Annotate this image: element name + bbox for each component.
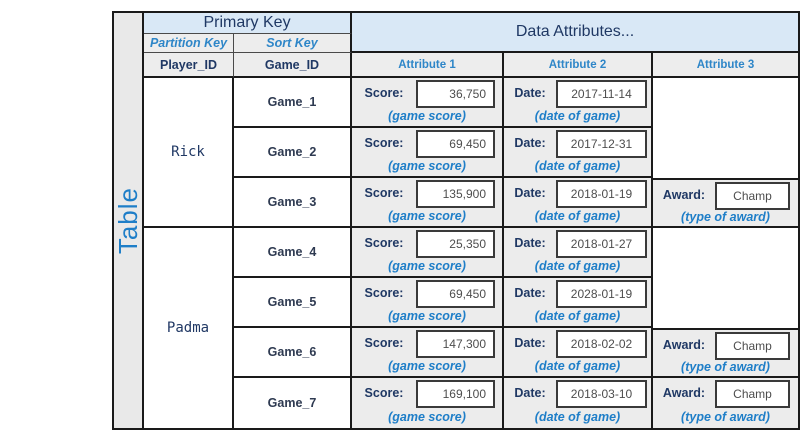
- date-label: Date:: [514, 285, 546, 300]
- date-value-box: 2018-03-10: [556, 380, 647, 408]
- date-value-box: 2028-01-19: [556, 280, 647, 308]
- date-label: Date:: [514, 335, 546, 350]
- attribute-block: Score: 69,450 (game score): [352, 128, 504, 178]
- score-label: Score:: [364, 285, 404, 300]
- award-label: Award:: [662, 187, 706, 202]
- attribute-block: Award: Champ (type of award): [653, 328, 798, 378]
- attribute-block: Score: 169,100 (game score): [352, 378, 504, 428]
- sort-key-label: Sort Key: [234, 34, 352, 53]
- primary-key-header: Primary Key: [144, 13, 352, 34]
- score-value-box: 169,100: [416, 380, 495, 408]
- score-value-box: 69,450: [416, 130, 495, 158]
- attribute-block: Score: 69,450 (game score): [352, 278, 504, 328]
- annotation: (date of game): [534, 108, 621, 123]
- annotation: (game score): [388, 158, 466, 173]
- game-cell: Game_3: [234, 178, 352, 228]
- data-attributes-header: Data Attributes...: [352, 13, 798, 53]
- score-label: Score:: [364, 235, 404, 250]
- attribute-block: Score: 147,300 (game score): [352, 328, 504, 378]
- date-value-box: 2017-11-14: [556, 80, 647, 108]
- attribute-2-header: Attribute 2: [504, 53, 653, 78]
- award-label: Award:: [662, 337, 706, 352]
- table-side-label: Table: [112, 13, 144, 428]
- award-value-box: Champ: [715, 182, 790, 210]
- empty-attribute-cell: [653, 78, 798, 128]
- attribute-block: Score: 25,350 (game score): [352, 228, 504, 278]
- table-side-label-text: Table: [112, 186, 143, 255]
- date-label: Date:: [514, 185, 546, 200]
- attribute-block: Date: 2017-11-14 (date of game): [504, 78, 653, 128]
- score-label: Score:: [364, 135, 404, 150]
- score-value-box: 25,350: [416, 230, 495, 258]
- empty-attribute-cell: [653, 128, 798, 178]
- score-label: Score:: [364, 185, 404, 200]
- attribute-block: Date: 2018-01-19 (date of game): [504, 178, 653, 228]
- annotation: (type of award): [681, 359, 770, 374]
- game-cell: Game_5: [234, 278, 352, 328]
- attribute-block: Award: Champ (type of award): [653, 178, 798, 228]
- game-cell: Game_4: [234, 228, 352, 278]
- partition-key-label: Partition Key: [144, 34, 234, 53]
- award-value-box: Champ: [715, 332, 790, 360]
- game-cell: Game_1: [234, 78, 352, 128]
- annotation: (game score): [388, 258, 466, 273]
- date-label: Date:: [514, 85, 546, 100]
- attribute-block: Date: 2017-12-31 (date of game): [504, 128, 653, 178]
- empty-attribute-cell: [653, 278, 798, 328]
- date-label: Date:: [514, 135, 546, 150]
- award-value-box: Champ: [715, 380, 790, 408]
- attribute-3-header: Attribute 3: [653, 53, 798, 78]
- annotation: (date of game): [534, 308, 621, 323]
- attribute-block: Date: 2018-01-27 (date of game): [504, 228, 653, 278]
- annotation: (game score): [388, 108, 466, 123]
- annotation: (game score): [388, 358, 466, 373]
- date-label: Date:: [514, 235, 546, 250]
- date-value-box: 2018-02-02: [556, 330, 647, 358]
- game-id-header: Game_ID: [234, 53, 352, 78]
- attribute-block: Date: 2018-02-02 (date of game): [504, 328, 653, 378]
- date-value-box: 2017-12-31: [556, 130, 647, 158]
- score-label: Score:: [364, 385, 404, 400]
- score-value-box: 147,300: [416, 330, 495, 358]
- annotation: (type of award): [681, 409, 770, 424]
- annotation: (game score): [388, 409, 466, 424]
- annotation: (date of game): [534, 358, 621, 373]
- date-value-box: 2018-01-19: [556, 180, 647, 208]
- date-value-box: 2018-01-27: [556, 230, 647, 258]
- game-cell: Game_6: [234, 328, 352, 378]
- player-cell: Padma: [144, 228, 234, 428]
- attribute-block: Date: 2018-03-10 (date of game): [504, 378, 653, 428]
- annotation: (game score): [388, 308, 466, 323]
- attribute-block: Date: 2028-01-19 (date of game): [504, 278, 653, 328]
- score-label: Score:: [364, 85, 404, 100]
- attribute-block: Score: 36,750 (game score): [352, 78, 504, 128]
- score-value-box: 36,750: [416, 80, 495, 108]
- attribute-block: Score: 135,900 (game score): [352, 178, 504, 228]
- annotation: (type of award): [681, 209, 770, 224]
- attribute-1-header: Attribute 1: [352, 53, 504, 78]
- score-value-box: 69,450: [416, 280, 495, 308]
- annotation: (date of game): [534, 409, 621, 424]
- annotation: (date of game): [534, 158, 621, 173]
- date-label: Date:: [514, 385, 546, 400]
- attribute-block: Award: Champ (type of award): [653, 378, 798, 428]
- annotation: (game score): [388, 208, 466, 223]
- empty-attribute-cell: [653, 228, 798, 278]
- game-cell: Game_2: [234, 128, 352, 178]
- award-label: Award:: [662, 385, 706, 400]
- game-cell: Game_7: [234, 378, 352, 428]
- player-cell: Rick: [144, 78, 234, 228]
- annotation: (date of game): [534, 258, 621, 273]
- annotation: (date of game): [534, 208, 621, 223]
- score-label: Score:: [364, 335, 404, 350]
- table-diagram: Table Primary Key Data Attributes... Par…: [112, 11, 800, 430]
- player-id-header: Player_ID: [144, 53, 234, 78]
- score-value-box: 135,900: [416, 180, 495, 208]
